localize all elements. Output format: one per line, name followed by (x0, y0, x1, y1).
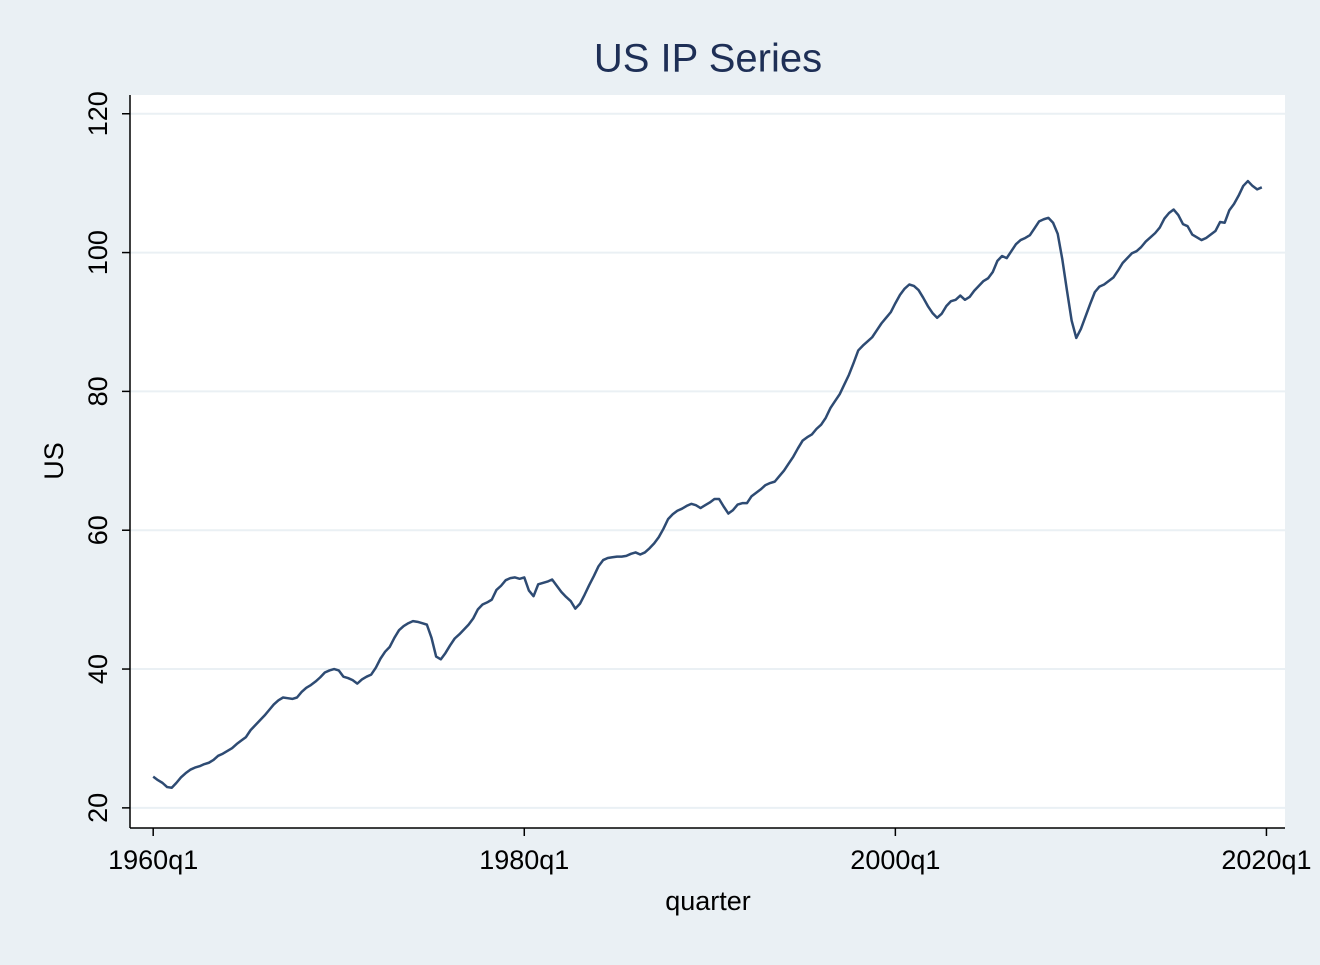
x-tick-label: 2020q1 (1221, 845, 1311, 875)
y-tick-label: 40 (83, 654, 113, 684)
y-axis-title: US (39, 442, 69, 480)
x-tick-label: 1960q1 (108, 845, 198, 875)
y-tick-label: 100 (83, 230, 113, 275)
x-tick-label: 1980q1 (479, 845, 569, 875)
y-tick-label: 60 (83, 515, 113, 545)
chart-title: US IP Series (594, 37, 822, 81)
x-axis-title: quarter (665, 886, 751, 916)
x-tick-label: 2000q1 (850, 845, 940, 875)
plot-area (130, 95, 1285, 828)
data-line (152, 179, 1263, 789)
y-tick-label: 120 (83, 91, 113, 136)
y-tick-label: 80 (83, 376, 113, 406)
y-tick-label: 20 (83, 793, 113, 823)
